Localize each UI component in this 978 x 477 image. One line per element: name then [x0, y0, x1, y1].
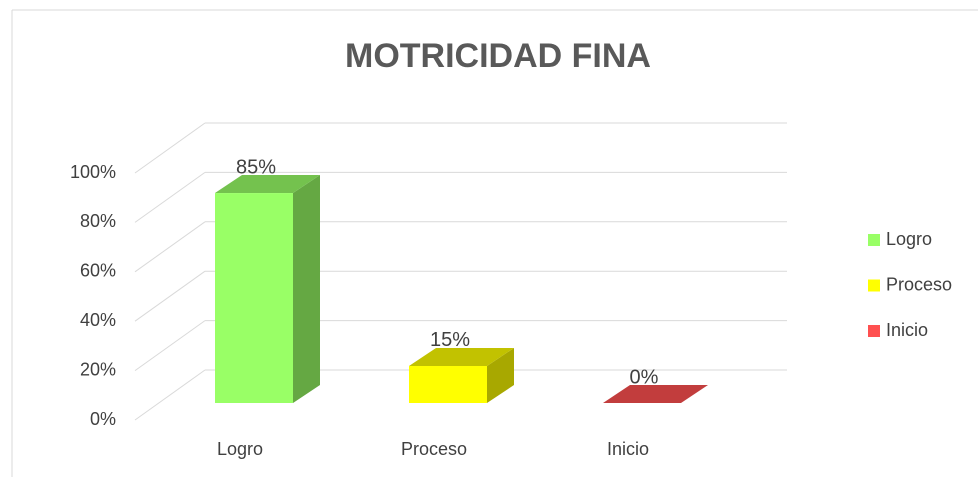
bar-top: [215, 175, 320, 194]
grid-line: [134, 320, 206, 372]
bar-front: [409, 365, 487, 403]
legend-swatch: [868, 234, 880, 246]
bar: [409, 347, 514, 403]
y-tick-label: 100%: [70, 162, 116, 182]
y-tick-label: 60%: [80, 261, 116, 281]
value-label: 0%: [630, 366, 659, 388]
bar-side: [293, 175, 320, 403]
grid-line: [134, 369, 206, 421]
x-tick-label: Inicio: [607, 439, 649, 459]
bar-top: [409, 347, 514, 366]
bar: [603, 385, 708, 403]
bar-front: [215, 193, 293, 403]
legend-label: Inicio: [886, 320, 928, 340]
bar: [215, 175, 320, 403]
bar-side: [487, 347, 514, 403]
y-tick-label: 20%: [80, 359, 116, 379]
grid-line: [134, 270, 206, 322]
legend-label: Proceso: [886, 274, 952, 294]
legend-swatch: [868, 325, 880, 337]
value-label: 15%: [430, 329, 470, 351]
x-tick-label: Proceso: [401, 439, 467, 459]
grid-line: [134, 221, 206, 273]
value-label: 85%: [236, 156, 276, 178]
y-tick-label: 40%: [80, 310, 116, 330]
y-tick-label: 0%: [90, 409, 116, 429]
x-tick-label: Logro: [217, 439, 263, 459]
legend-label: Logro: [886, 229, 932, 249]
y-tick-label: 80%: [80, 211, 116, 231]
grid-line: [134, 122, 206, 174]
bar-top: [603, 385, 708, 403]
grid-line: [134, 171, 206, 223]
legend-swatch: [868, 279, 880, 292]
chart-title: MOTRICIDAD FINA: [345, 37, 651, 75]
